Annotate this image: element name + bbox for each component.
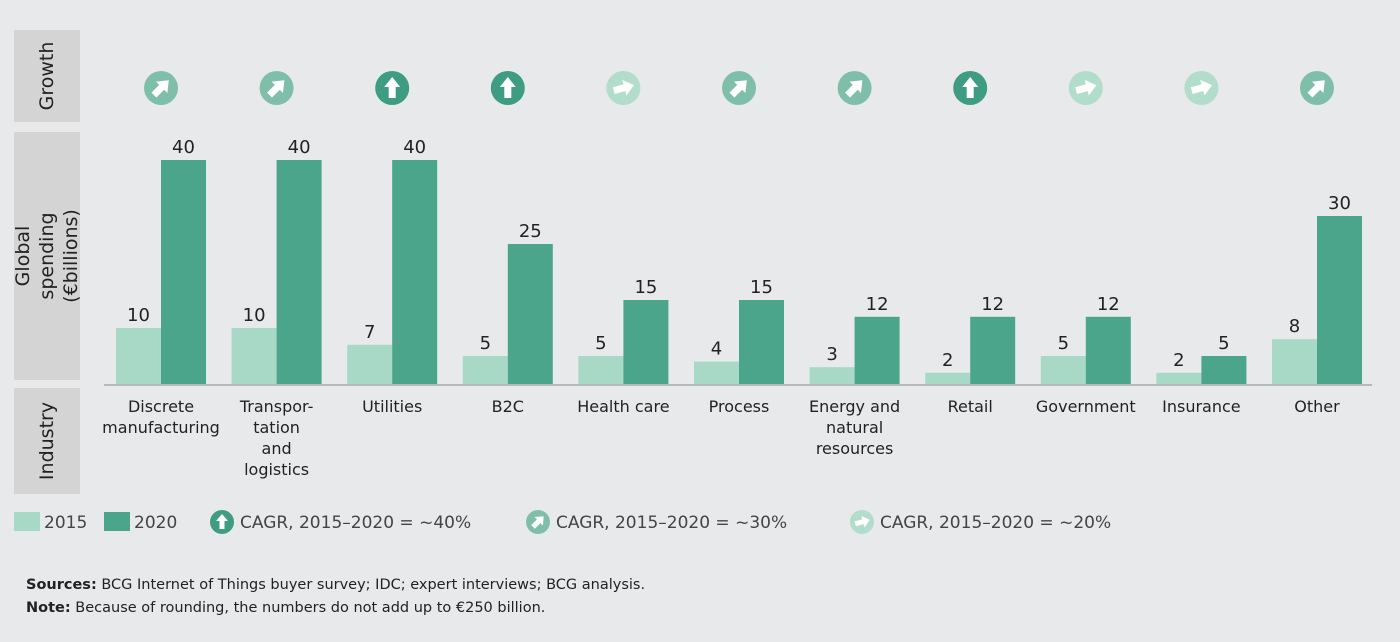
value-label-2015-8: 5: [1058, 333, 1069, 354]
growth-arrow-icon-2: [384, 77, 401, 98]
legend-item-growth-30: CAGR, 2015–2020 = ~30%: [526, 510, 787, 536]
value-label-2020-1: 40: [288, 137, 311, 158]
arrow-diagonal-icon: [526, 510, 550, 534]
value-label-2015-1: 10: [243, 305, 266, 326]
value-label-2020-9: 5: [1218, 333, 1229, 354]
bar-2020-0: [161, 160, 206, 384]
category-label-6: Energy and natural resources: [808, 397, 901, 458]
value-label-2020-7: 12: [981, 294, 1004, 315]
value-label-2015-5: 4: [711, 339, 722, 360]
source-notes: Sources: BCG Internet of Things buyer su…: [26, 574, 645, 620]
value-label-2015-3: 5: [480, 333, 491, 354]
legend-label-growth-30: CAGR, 2015–2020 = ~30%: [556, 513, 788, 533]
value-label-2015-4: 5: [595, 333, 606, 354]
legend-label-growth-20: CAGR, 2015–2020 = ~20%: [880, 513, 1112, 533]
category-label-3: B2C: [491, 397, 524, 416]
category-label-7: Retail: [947, 397, 993, 416]
category-label-4: Health care: [577, 397, 670, 416]
bar-2015-5: [694, 361, 739, 384]
growth-arrow-icon-6: [845, 80, 863, 98]
growth-arrow-icon-8: [1075, 80, 1097, 96]
value-label-2020-4: 15: [634, 277, 657, 298]
bar-2020-6: [854, 316, 900, 384]
growth-arrow-icon-1: [267, 80, 285, 98]
legend-label-2015: 2015: [44, 513, 88, 533]
value-label-2020-0: 40: [172, 137, 195, 158]
bar-2020-7: [970, 316, 1016, 384]
bar-2015-2: [347, 344, 393, 384]
category-label-10: Other: [1294, 397, 1340, 416]
category-label-2: Utilities: [362, 397, 423, 416]
value-label-2020-5: 15: [750, 277, 773, 298]
value-label-2020-2: 40: [403, 137, 426, 158]
bar-2015-10: [1272, 339, 1317, 384]
value-label-2015-0: 10: [127, 305, 150, 326]
bar-2015-9: [1156, 372, 1202, 384]
sources-text: BCG Internet of Things buyer survey; IDC…: [96, 577, 646, 593]
value-label-2020-8: 12: [1097, 294, 1120, 315]
bar-2015-0: [116, 328, 161, 384]
legend-label-growth-40: CAGR, 2015–2020 = ~40%: [240, 513, 472, 533]
value-label-2015-7: 2: [942, 350, 953, 371]
sources-line: Sources: BCG Internet of Things buyer su…: [26, 574, 645, 597]
growth-arrow-icon-10: [1307, 80, 1325, 98]
growth-arrow-icon-7: [962, 77, 979, 98]
sources-label: Sources:: [26, 577, 97, 593]
value-label-2015-2: 7: [364, 322, 375, 343]
bar-2015-8: [1040, 356, 1086, 384]
note-label: Note:: [26, 600, 71, 616]
growth-row-label: Growth: [14, 30, 80, 122]
bar-2015-3: [462, 356, 508, 384]
growth-arrow-icon-0: [151, 80, 169, 98]
bar-2020-8: [1085, 316, 1131, 384]
bar-2015-1: [231, 328, 277, 384]
note-text: Because of rounding, the numbers do not …: [70, 600, 546, 616]
category-label-1: Transpor- tation and logistics: [239, 397, 314, 479]
category-label-9: Insurance: [1162, 397, 1241, 416]
arrow-right-icon: [850, 510, 874, 534]
growth-arrow-icon-3: [499, 77, 516, 98]
legend-item-growth-20: CAGR, 2015–2020 = ~20%: [850, 510, 1111, 536]
growth-arrow-icon-5: [729, 80, 747, 98]
value-label-2020-6: 12: [866, 294, 889, 315]
bar-2020-5: [739, 300, 784, 384]
bar-2015-6: [809, 367, 855, 384]
legend-item-2015: 2015: [14, 510, 87, 536]
bar-2020-3: [507, 244, 553, 384]
legend-swatch-2020: [104, 512, 130, 531]
category-label-5: Process: [708, 397, 770, 416]
category-label-8: Government: [1035, 397, 1136, 416]
value-label-2015-10: 8: [1289, 316, 1300, 337]
bar-2020-1: [276, 160, 322, 384]
bar-2015-7: [925, 372, 971, 384]
bar-2020-4: [623, 300, 669, 384]
legend-swatch-2015: [14, 512, 40, 531]
value-label-2015-6: 3: [826, 344, 837, 365]
category-label-0: Discrete manufacturing: [102, 397, 220, 437]
legend-item-growth-40: CAGR, 2015–2020 = ~40%: [210, 510, 471, 536]
spending-row-label: Global spending (€billions): [12, 132, 82, 380]
legend-item-2020: 2020: [104, 510, 177, 536]
note-line: Note: Because of rounding, the numbers d…: [26, 597, 645, 620]
growth-arrow-icon-9: [1190, 80, 1213, 96]
bar-2015-4: [578, 356, 624, 384]
arrow-up-icon: [210, 510, 234, 534]
bar-2020-9: [1201, 356, 1247, 384]
growth-arrow-icon-4: [612, 80, 635, 96]
value-label-2020-10: 30: [1328, 193, 1351, 214]
value-label-2015-9: 2: [1173, 350, 1184, 371]
industry-row-label: Industry: [14, 388, 80, 494]
legend-label-2020: 2020: [134, 513, 178, 533]
bar-2020-10: [1317, 216, 1362, 384]
value-label-2020-3: 25: [519, 221, 542, 242]
bar-2020-2: [392, 160, 438, 384]
